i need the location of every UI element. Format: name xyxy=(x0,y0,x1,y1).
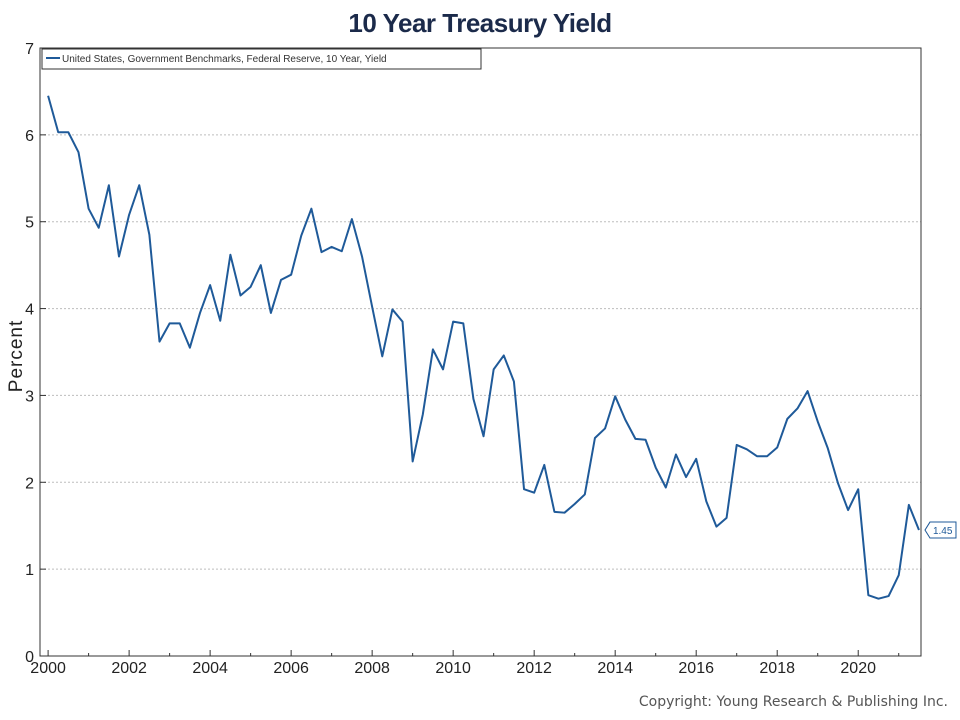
legend-box xyxy=(41,48,482,70)
x-tick-label-2012: 2012 xyxy=(516,660,552,677)
y-tick-label-3: 3 xyxy=(25,388,34,405)
y-tick-label-1: 1 xyxy=(25,562,34,579)
axis-ticks xyxy=(40,47,900,657)
y-axis-tick-labels: 0 1 2 3 4 5 6 7 xyxy=(25,41,34,666)
x-tick-label-2006: 2006 xyxy=(273,660,309,677)
y-tick-label-7: 7 xyxy=(25,41,34,58)
y-tick-label-2: 2 xyxy=(25,475,34,492)
plot-area-frame xyxy=(39,47,922,657)
legend: United States, Government Benchmarks, Fe… xyxy=(41,48,482,70)
end-label-value: 1.45 xyxy=(933,526,953,537)
end-label-box xyxy=(924,521,957,539)
grid-lines xyxy=(40,47,921,570)
y-tick-label-0: 0 xyxy=(25,649,34,666)
x-tick-label-2016: 2016 xyxy=(678,660,714,677)
x-tick-label-2018: 2018 xyxy=(759,660,795,677)
series-line-0 xyxy=(47,95,920,600)
x-axis-tick-labels: 2000 2002 2004 2006 2008 2010 2012 2014 2016 2018… xyxy=(30,660,876,677)
x-tick-label-2002: 2002 xyxy=(111,660,147,677)
chart-title: 10 Year Treasury Yield xyxy=(348,8,612,38)
y-tick-label-5: 5 xyxy=(25,215,34,232)
x-tick-label-2014: 2014 xyxy=(597,660,633,677)
legend-entry: United States, Government Benchmarks, Fe… xyxy=(62,54,387,65)
y-axis-label: Percent xyxy=(6,320,27,392)
copyright-notice: Copyright: Young Research & Publishing I… xyxy=(638,694,948,710)
x-tick-label-2000: 2000 xyxy=(30,660,66,677)
y-tick-label-4: 4 xyxy=(25,302,34,319)
x-tick-label-2020: 2020 xyxy=(840,660,876,677)
y-tick-label-6: 6 xyxy=(25,128,34,145)
series-end-label: 1.45 xyxy=(924,521,957,539)
x-tick-label-2010: 2010 xyxy=(435,660,471,677)
x-tick-label-2008: 2008 xyxy=(354,660,390,677)
series-layer xyxy=(47,95,920,600)
x-tick-label-2004: 2004 xyxy=(192,660,228,677)
